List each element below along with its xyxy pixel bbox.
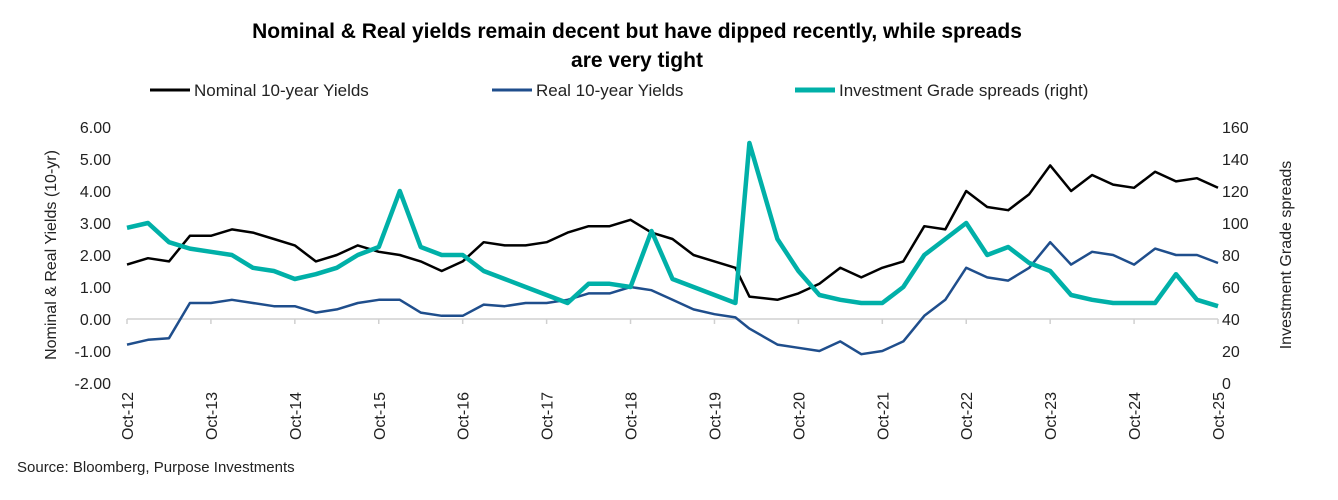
chart-title-line-1: Nominal & Real yields remain decent but … [252,20,1022,43]
y2-tick-label: 60 [1222,280,1240,297]
y-tick-label: 2.00 [80,248,111,265]
y2-tick-label: 160 [1222,120,1249,137]
x-tick-label: Oct-20 [791,392,808,440]
legend-label-ig: Investment Grade spreads (right) [839,81,1088,100]
y2-tick-label: 100 [1222,216,1249,233]
x-tick-label: Oct-12 [120,392,137,440]
x-tick-label: Oct-15 [372,392,389,440]
x-tick-label: Oct-14 [288,392,305,440]
y2-tick-label: 20 [1222,344,1240,361]
y-tick-label: 5.00 [80,152,111,169]
y-tick-label: -1.00 [75,344,112,361]
source-note: Source: Bloomberg, Purpose Investments [17,459,295,476]
series-line-nominal-10-year-yields [126,164,1219,302]
y2-tick-label: 40 [1222,312,1240,329]
x-tick-label: Oct-18 [624,392,641,440]
y-tick-label: 4.00 [80,184,111,201]
x-tick-label: Oct-23 [1043,392,1060,440]
legend-label-nominal: Nominal 10-year Yields [194,81,369,100]
y-tick-label: 3.00 [80,216,111,233]
x-tick-label: Oct-25 [1211,392,1228,440]
y2-tick-label: 80 [1222,248,1240,265]
y2-axis-title: Investment Grade spreads [1278,161,1295,350]
x-tick-label: Oct-22 [959,392,976,440]
y2-tick-label: 140 [1222,152,1249,169]
legend-label-real: Real 10-year Yields [536,81,683,100]
y-tick-label: 1.00 [80,280,111,297]
y-axis-ticks: 6.00 5.00 4.00 3.00 2.00 1.00 0.00 -1.00 -2.00 [75,120,112,393]
x-tick-label: Oct-13 [204,392,221,440]
x-tick-label: Oct-17 [540,392,557,440]
x-tick-label: Oct-24 [1127,392,1144,440]
chart-title-line-2: are very tight [571,49,703,72]
y-tick-label: -2.00 [75,376,112,393]
y2-axis-ticks: 160 140 120 100 80 60 40 20 0 [1222,120,1249,393]
plot-area [126,140,1219,356]
y2-tick-label: 0 [1222,376,1231,393]
x-tick-label: Oct-16 [456,392,473,440]
x-axis: Oct-12 Oct-13 Oct-14 Oct-15 Oct-16 Oct-17 Oct-… [120,318,1228,440]
legend: Nominal 10-year Yields Real 10-year Yiel… [150,81,1088,100]
y2-tick-label: 120 [1222,184,1249,201]
y-axis-title: Nominal & Real Yields (10-yr) [43,150,60,360]
series-line-real-10-year-yields [126,240,1219,356]
x-tick-label: Oct-19 [707,392,724,440]
x-tick-label: Oct-21 [875,392,892,440]
y-tick-label: 6.00 [80,120,111,137]
series-line-investment-grade-spreads-right [126,140,1219,309]
y-tick-label: 0.00 [80,312,111,329]
